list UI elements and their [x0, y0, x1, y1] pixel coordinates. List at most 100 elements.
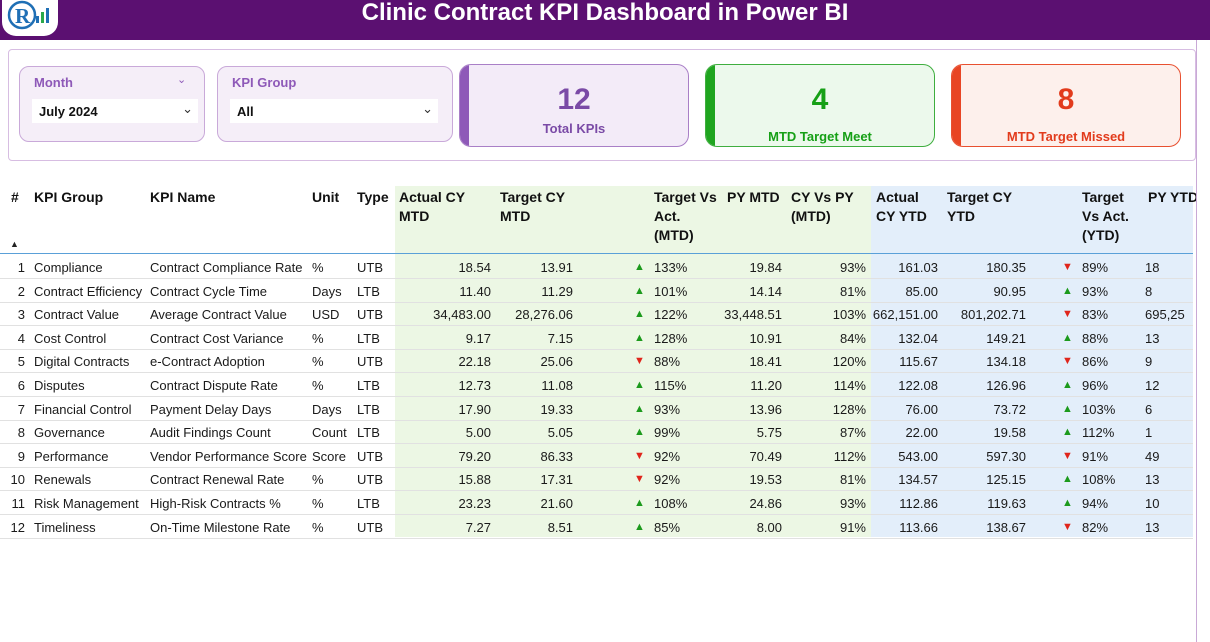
table-row[interactable]: 3 Contract Value Average Contract Value USD… [0, 303, 1196, 327]
cell-py-ytd: 13 [1145, 330, 1160, 346]
cell-target-vs-act-ytd: 96% [1082, 378, 1109, 393]
header-target-cy-ytd[interactable]: Target CY YTD [947, 188, 1012, 226]
cell-num: 11 [11, 496, 26, 511]
triangle-up-icon: ▲ [634, 331, 645, 344]
cell-kpi-group: Contract Efficiency [34, 283, 143, 299]
chevron-down-icon[interactable]: ⌄ [182, 101, 193, 116]
header-num[interactable]: # [11, 189, 19, 205]
table-row[interactable]: 2 Contract Efficiency Contract Cycle Time D… [0, 280, 1196, 303]
cell-target-vs-act-mtd: 133% [654, 260, 688, 275]
header-line: Actual CY [399, 189, 466, 205]
header-actual-cy-mtd[interactable]: Actual CY MTD [399, 188, 465, 226]
cell-unit: % [312, 354, 324, 370]
triangle-down-icon: ▼ [1062, 449, 1073, 462]
cell-target-vs-act-mtd: 108% [654, 496, 688, 511]
header-line: (MTD) [791, 208, 831, 224]
kpi-group-dropdown[interactable]: All ⌄ [230, 99, 438, 123]
header-actual-cy-ytd[interactable]: Actual CY YTD [876, 188, 927, 226]
table-row[interactable]: 9 Performance Vendor Performance Score Scor… [0, 445, 1196, 468]
month-dropdown[interactable]: July 2024 ⌄ [32, 99, 198, 123]
table-row[interactable]: 12 Timeliness On-Time Milestone Rate% UTB 7.… [0, 516, 1196, 539]
row-divider [0, 348, 1193, 350]
cell-actual-cy-ytd: 662,151.00 [872, 307, 938, 323]
cell-target-vs-act-mtd: 93% [654, 401, 681, 417]
cell-target-cy-mtd: 17.31 [540, 472, 573, 488]
header-line: CY Vs PY [791, 189, 854, 205]
cell-num: 1 [17, 260, 25, 275]
cell-py-ytd: 9 [1145, 354, 1153, 370]
kpi-group-value: All [237, 104, 254, 119]
cell-num: 9 [17, 448, 25, 464]
table-row[interactable]: 5 Digital Contracts e-Contract Adoption% UT… [0, 350, 1196, 374]
kpi-table[interactable]: # ▲ KPI Group KPI Name Unit Type Actual … [0, 182, 1196, 542]
month-slicer[interactable]: Month ⌄ July 2024 ⌄ [19, 66, 205, 142]
cell-unit: % [312, 378, 324, 393]
collapse-chevron-icon[interactable]: ⌄ [177, 74, 187, 86]
cell-target-cy-mtd: 28,276.06 [515, 307, 573, 323]
cell-py-ytd: 18 [1145, 260, 1160, 275]
mtd-target-missed-card: 8 MTD Target Missed [951, 64, 1181, 147]
header-kpi-name[interactable]: KPI Name [150, 189, 216, 205]
table-row[interactable]: 6 Disputes Contract Dispute Rate% LTB 12.73 1… [0, 374, 1196, 397]
header-kpi-group[interactable]: KPI Group [34, 189, 104, 205]
cell-py-ytd: 1 [1145, 425, 1153, 441]
triangle-up-icon: ▲ [634, 284, 645, 297]
header-unit[interactable]: Unit [312, 189, 340, 205]
triangle-down-icon: ▼ [1062, 308, 1073, 321]
cell-py-ytd: 13 [1145, 472, 1160, 488]
cell-cy-vs-py-mtd: 128% [832, 401, 866, 417]
header-target-vs-act-ytd[interactable]: Target Vs Act. (YTD) [1082, 188, 1129, 245]
cell-kpi-name: Contract Cost Variance [150, 330, 284, 346]
triangle-up-icon: ▲ [634, 520, 645, 533]
mtd-target-missed-caption: MTD Target Missed [1006, 129, 1126, 144]
table-row[interactable]: 11 Risk Management High-Risk Contracts %% L… [0, 492, 1196, 515]
cell-py-ytd: 49 [1145, 448, 1160, 464]
cell-kpi-name: Vendor Performance Score [150, 448, 307, 464]
cell-py-mtd: 13.96 [749, 401, 782, 417]
cell-kpi-name: Contract Compliance Rate [150, 260, 303, 275]
cell-type: UTB [357, 519, 383, 535]
cell-target-cy-ytd: 134.18 [986, 354, 1026, 370]
triangle-up-icon: ▲ [1062, 402, 1073, 415]
cell-target-cy-ytd: 125.15 [986, 472, 1026, 488]
chevron-down-icon[interactable]: ⌄ [422, 101, 433, 116]
triangle-up-icon: ▲ [1062, 284, 1073, 297]
table-row[interactable]: 7 Financial Control Payment Delay Days Days… [0, 398, 1196, 421]
header-type[interactable]: Type [357, 189, 389, 205]
cell-target-vs-act-ytd: 91% [1082, 448, 1109, 464]
cell-py-ytd: 695,25 [1145, 307, 1185, 323]
table-row[interactable]: 8 Governance Audit Findings Count Count LTB 5… [0, 421, 1196, 445]
table-row[interactable]: 4 Cost Control Contract Cost Variance% LTB 9… [0, 327, 1196, 350]
cell-kpi-group: Governance [34, 425, 105, 441]
header-divider [0, 253, 1193, 254]
cell-num: 4 [17, 330, 25, 346]
table-row[interactable]: 10 Renewals Contract Renewal Rate% UTB 15.88… [0, 468, 1196, 492]
cell-actual-cy-ytd: 543.00 [898, 448, 938, 464]
header-line: YTD [947, 208, 975, 224]
cell-target-vs-act-mtd: 85% [654, 519, 681, 535]
cell-target-cy-ytd: 180.35 [986, 260, 1026, 275]
header-py-mtd[interactable]: PY MTD [727, 189, 780, 205]
cell-kpi-name: Average Contract Value [150, 307, 287, 323]
sort-ascending-icon[interactable]: ▲ [10, 239, 19, 249]
cell-py-ytd: 12 [1145, 378, 1160, 393]
header-line: Target Vs [654, 189, 717, 205]
cell-actual-cy-ytd: 122.08 [898, 378, 938, 393]
company-logo: R [2, 0, 58, 36]
cell-kpi-group: Cost Control [34, 330, 107, 346]
header-py-ytd[interactable]: PY YTD [1148, 189, 1196, 205]
cell-actual-cy-mtd: 9.17 [465, 330, 491, 346]
header-target-vs-act-mtd[interactable]: Target Vs Act. (MTD) [654, 188, 717, 245]
cell-actual-cy-ytd: 115.67 [899, 354, 938, 370]
header-target-cy-mtd[interactable]: Target CY MTD [500, 188, 565, 226]
table-row[interactable]: 1 Compliance Contract Compliance Rate% UTB 1… [0, 256, 1196, 279]
cell-unit: USD [312, 307, 340, 323]
cell-target-vs-act-ytd: 94% [1082, 496, 1109, 511]
header-cy-vs-py-mtd[interactable]: CY Vs PY (MTD) [791, 188, 854, 226]
cell-type: LTB [357, 283, 380, 299]
cell-actual-cy-ytd: 85.00 [905, 283, 938, 299]
cell-type: LTB [357, 496, 380, 511]
ytd-columns-background [871, 186, 1193, 537]
cell-kpi-group: Disputes [34, 378, 85, 393]
kpi-group-slicer[interactable]: KPI Group All ⌄ [217, 66, 453, 142]
